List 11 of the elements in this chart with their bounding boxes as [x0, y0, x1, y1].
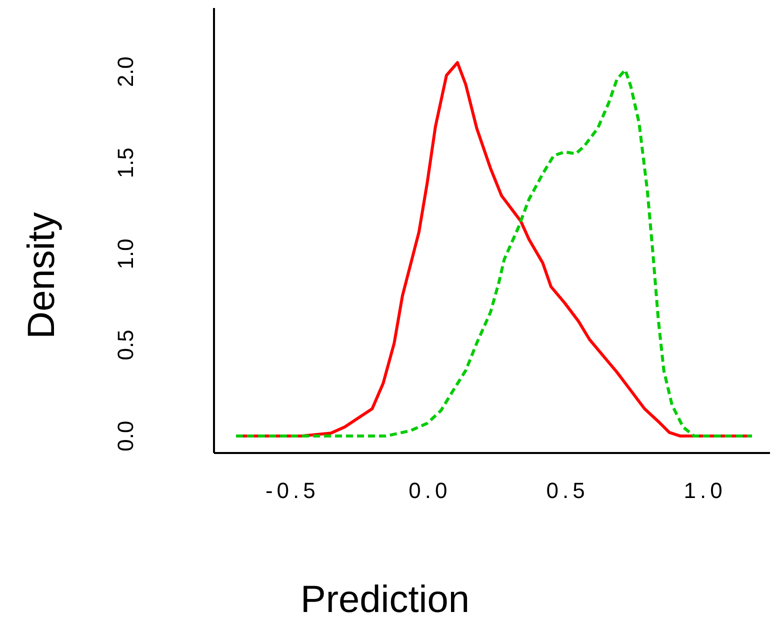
x-tick-label: 0.0	[408, 478, 452, 503]
y-tick-label: 0.5	[113, 330, 138, 360]
x-axis-title: Prediction	[300, 579, 470, 618]
x-tick-label: 0.5	[546, 478, 589, 503]
x-tick-label: -0.5	[265, 478, 320, 503]
y-tick-label: 0.0	[113, 420, 138, 452]
x-tick-label: 1.0	[684, 478, 726, 503]
y-tick-label: 1.5	[113, 148, 138, 178]
y-tick-label: 1.0	[113, 238, 138, 270]
y-tick-label: 2.0	[113, 56, 138, 88]
y-axis-title: Density	[21, 212, 63, 339]
